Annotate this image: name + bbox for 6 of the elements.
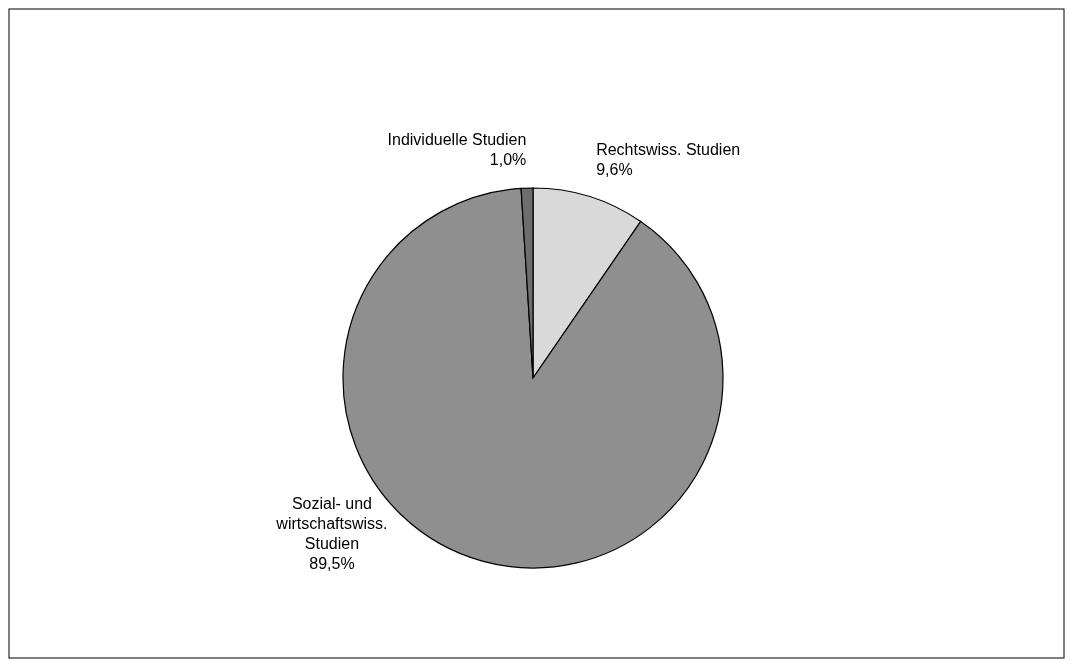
data-label: 9,6% — [596, 160, 633, 178]
slice-label: Individuelle Studien — [387, 131, 527, 149]
data-label: 1,0% — [489, 151, 527, 169]
slice-label: Rechtswiss. Studien — [596, 140, 741, 158]
slice-label: Sozial- und wirtschaftswiss. Studien — [275, 495, 388, 553]
data-label: 89,5% — [309, 555, 355, 573]
